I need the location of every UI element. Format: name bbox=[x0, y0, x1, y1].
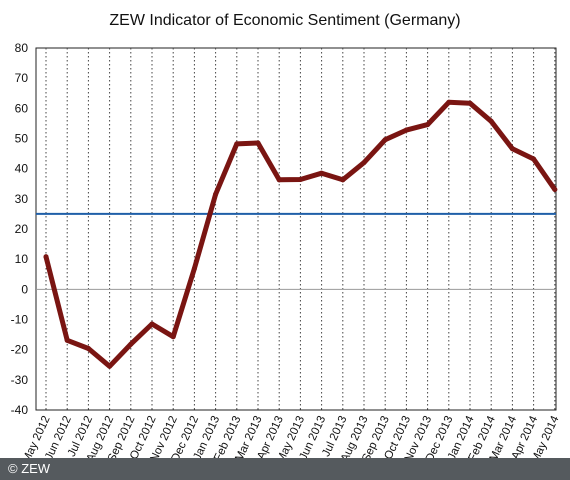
data-point bbox=[191, 266, 197, 272]
data-point bbox=[170, 334, 176, 340]
data-point bbox=[255, 140, 261, 146]
data-point bbox=[425, 122, 431, 128]
footer-bar: © ZEW bbox=[0, 458, 570, 480]
y-tick-label: -20 bbox=[11, 343, 29, 357]
y-tick-label: 60 bbox=[15, 101, 29, 115]
y-tick-label: 30 bbox=[15, 192, 29, 206]
data-point bbox=[213, 191, 219, 197]
y-tick-label: -30 bbox=[11, 373, 29, 387]
series-line bbox=[43, 99, 558, 369]
data-point bbox=[509, 146, 515, 152]
data-point bbox=[128, 341, 134, 347]
y-tick-label: 80 bbox=[15, 41, 29, 55]
data-point bbox=[446, 99, 452, 105]
data-point bbox=[149, 321, 155, 327]
y-tick-label: 70 bbox=[15, 71, 29, 85]
data-point bbox=[382, 137, 388, 143]
data-point bbox=[107, 363, 113, 369]
y-tick-label: 40 bbox=[15, 162, 29, 176]
y-tick-label: 0 bbox=[21, 282, 28, 296]
data-point bbox=[276, 177, 282, 183]
data-point bbox=[361, 160, 367, 166]
data-point bbox=[85, 345, 91, 351]
y-tick-label: 50 bbox=[15, 132, 29, 146]
y-tick-label: 10 bbox=[15, 252, 29, 266]
data-point bbox=[297, 177, 303, 183]
data-point bbox=[467, 100, 473, 106]
data-point bbox=[488, 118, 494, 124]
data-point bbox=[403, 127, 409, 133]
data-point bbox=[234, 141, 240, 147]
data-point bbox=[43, 254, 49, 260]
data-point bbox=[340, 177, 346, 183]
plot-frame bbox=[35, 47, 557, 411]
y-tick-label: -40 bbox=[11, 403, 29, 417]
copyright-text: © ZEW bbox=[8, 461, 51, 476]
data-point bbox=[531, 156, 537, 162]
y-tick-label: 20 bbox=[15, 222, 29, 236]
y-tick-label: -10 bbox=[11, 313, 29, 327]
data-point bbox=[552, 186, 558, 192]
chart-title: ZEW Indicator of Economic Sentiment (Ger… bbox=[109, 12, 461, 29]
data-point bbox=[64, 337, 70, 343]
data-point bbox=[319, 170, 325, 176]
